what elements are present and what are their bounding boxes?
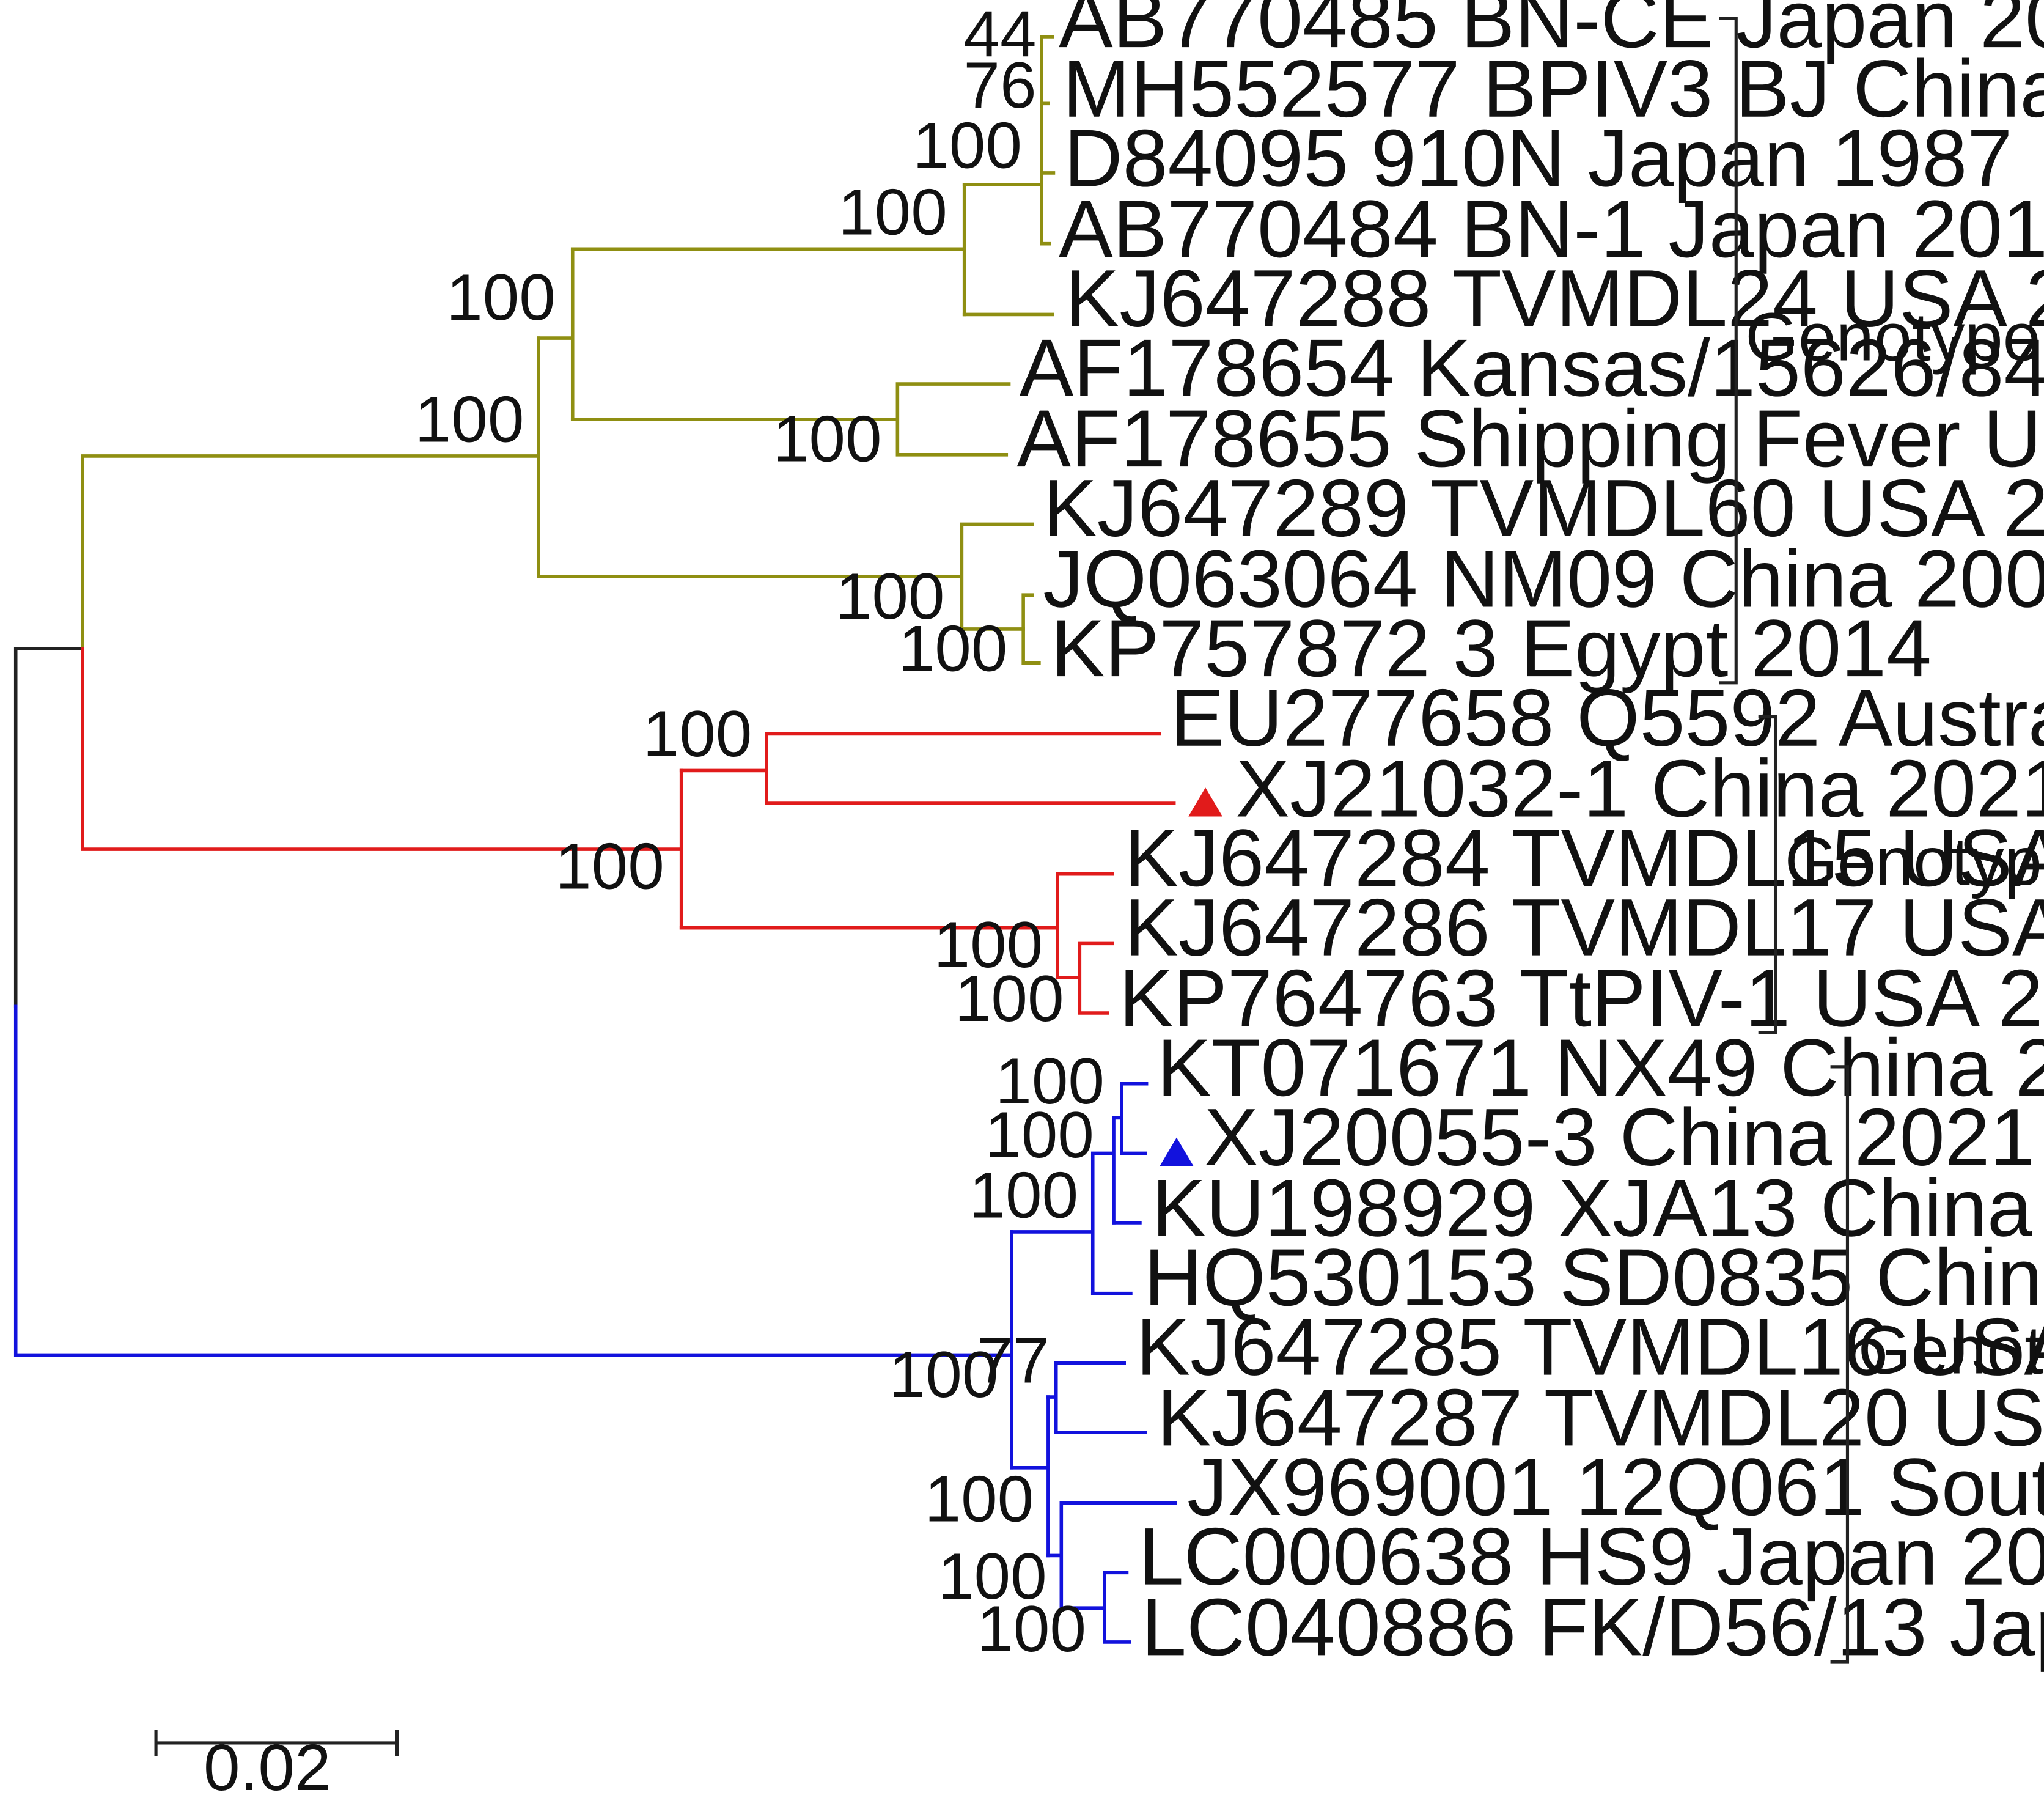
taxon-label: LC040886 FK/D56/13 Japan 2013: [1141, 1582, 2044, 1673]
bootstrap-value: 100: [446, 260, 556, 334]
bootstrap-value: 100: [773, 402, 882, 476]
taxon-label: MH552577 BPIV3 BJ China 2019: [1062, 44, 2044, 134]
taxon-label: KJ647287 TVMDL20 USA 2012: [1157, 1372, 2044, 1463]
bootstrap-value: 100: [836, 559, 945, 633]
genotype-c-branches: [13, 1004, 1177, 1644]
bootstrap-value: 100: [934, 908, 1043, 981]
taxon-label: XJ20055-3 China 2021: [1204, 1092, 2035, 1183]
taxon-label: KP757872 3 Egypt 2014: [1051, 603, 1932, 694]
bootstrap-value: 100: [924, 1462, 1034, 1536]
scale-bar-label: 0.02: [204, 1731, 331, 1798]
taxon-label: AB770485 BN-CE Japan 2013: [1059, 0, 2044, 65]
genotype-c-bracket: [1830, 1065, 1850, 1664]
bootstrap-value: 100: [995, 1044, 1105, 1118]
taxon-label: AB770484 BN-1 Japan 2013: [1059, 184, 2044, 274]
taxon-labels: AB770485 BN-CE Japan 2013 MH552577 BPIV3…: [1016, 0, 2044, 1673]
taxon-label: D84095 910N Japan 1987: [1064, 113, 2013, 204]
bootstrap-value: 100: [555, 829, 664, 902]
bootstrap-value: 100: [938, 1539, 1047, 1613]
genotype-c-label: Genotype C: [1858, 1311, 2044, 1388]
bootstrap-value: 44: [963, 0, 1036, 70]
red-triangle-marker-icon: [1188, 787, 1222, 817]
bootstrap-values: 44 76 100 100 100 100 100 100 100 100 10…: [415, 0, 1105, 1665]
taxon-label: KP764763 TtPIV-1 USA 2015: [1119, 953, 2044, 1044]
bootstrap-value: 100: [838, 175, 947, 249]
scale-bar: 0.02: [154, 1730, 399, 1798]
genotype-b-branches: [81, 647, 1176, 1015]
taxon-label: KJ647285 TVMDL16 USA 2007: [1136, 1302, 2044, 1393]
genotype-a-bracket: [1719, 17, 1738, 685]
taxon-label: EU277658 Q5592 Australia 2008: [1170, 673, 2044, 764]
taxon-label: XJ21032-1 China 2021: [1235, 743, 2044, 834]
bootstrap-value: 100: [643, 697, 752, 770]
taxon-label: KJ647286 TVMDL17 USA 2007: [1124, 883, 2044, 973]
taxon-label: JX969001 12Q061 SouthKorea 2012: [1187, 1442, 2044, 1533]
taxon-label: KJ647284 TVMDL15 USA 2009: [1124, 813, 2044, 904]
root-branch: [13, 647, 84, 1009]
bootstrap-value: 76: [963, 48, 1036, 122]
genotype-b-bracket: [1758, 715, 1777, 1034]
taxon-label: LC000638 HS9 Japan 2012: [1139, 1512, 2044, 1602]
bootstrap-value: 100: [899, 612, 1008, 685]
bootstrap-value: 100: [913, 108, 1022, 182]
bootstrap-value: 77: [977, 1323, 1050, 1396]
taxon-label: HQ530153 SD0835 China 2008: [1144, 1232, 2044, 1323]
taxon-label: KU198929 XJA13 China 2013: [1152, 1163, 2044, 1253]
taxon-label: KJ647289 TVMDL60 USA 2007: [1043, 463, 2044, 554]
bootstrap-value: 100: [955, 962, 1064, 1035]
taxon-label: AF178655 Shipping Fever USA 1999: [1016, 394, 2044, 484]
taxon-label: JQ063064 NM09 China 2008: [1043, 534, 2044, 624]
blue-triangle-marker-icon: [1160, 1137, 1194, 1166]
taxon-label: KT071671 NX49 China 2014: [1157, 1023, 2044, 1113]
taxon-label: AF178654 Kansas/15626/84 USA 1999: [1020, 323, 2044, 413]
taxon-label: KJ647288 TVMDL24 USA 2008: [1065, 254, 2044, 344]
bootstrap-value: 100: [977, 1592, 1086, 1665]
bootstrap-value: 100: [985, 1098, 1094, 1171]
bootstrap-value: 100: [969, 1158, 1078, 1231]
bootstrap-value: 100: [889, 1338, 999, 1411]
genotype-a-label: Genotype A: [1745, 298, 2044, 375]
genotype-b-label: Genotype B: [1785, 823, 2044, 899]
bootstrap-value: 100: [415, 382, 524, 455]
genotype-a-branches: [81, 35, 1056, 665]
